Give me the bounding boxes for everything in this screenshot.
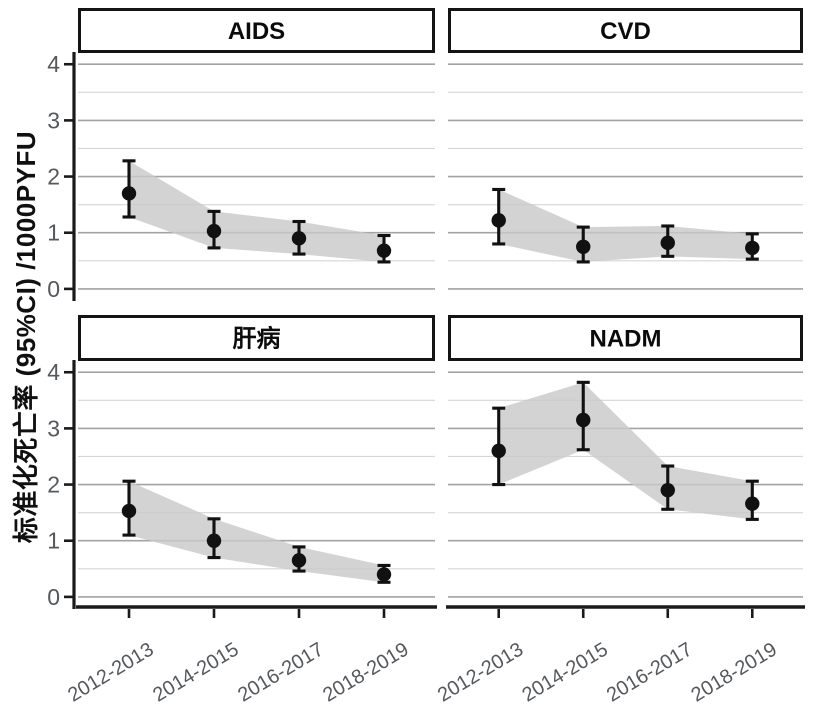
y-tick-label: 2: [47, 164, 60, 190]
ci-ribbon: [129, 481, 384, 583]
data-point: [660, 235, 675, 251]
x-tick-label: 2012-2013: [64, 638, 157, 706]
x-tick-label: 2018-2019: [319, 638, 412, 706]
facet-strip: [448, 8, 803, 53]
data-point: [376, 243, 392, 258]
x-tick-label: 2016-2017: [603, 638, 696, 706]
ci-ribbon: [498, 189, 753, 262]
facet-strip: [78, 315, 435, 361]
data-point: [660, 482, 675, 498]
x-tick-label: 2012-2013: [434, 638, 527, 706]
y-tick-label: 2: [47, 472, 60, 498]
y-tick-label: 0: [47, 584, 60, 610]
facet-strip-label: AIDS: [228, 18, 285, 45]
data-point: [745, 240, 760, 256]
y-tick-label: 1: [47, 220, 60, 246]
facet-strip-label: CVD: [600, 18, 651, 45]
data-point: [576, 412, 591, 428]
ci-ribbon: [498, 382, 753, 520]
data-point: [491, 213, 506, 228]
x-tick-label: 2018-2019: [688, 638, 781, 706]
x-tick-label: 2014-2015: [149, 638, 242, 706]
data-point: [745, 496, 760, 511]
facet-strip: [78, 8, 435, 53]
x-tick-label: 2014-2015: [518, 638, 611, 706]
y-tick-label: 1: [47, 528, 60, 554]
data-point: [576, 239, 591, 254]
data-point: [206, 533, 222, 548]
x-tick-label: 2016-2017: [234, 638, 327, 706]
data-point: [121, 503, 137, 519]
data-point: [291, 553, 307, 568]
facet-strip-label: 肝病: [233, 325, 281, 353]
facet-strip: [448, 315, 803, 361]
y-tick-label: 4: [47, 359, 60, 385]
data-point: [206, 223, 222, 239]
data-point: [491, 443, 506, 459]
data-point: [376, 567, 392, 582]
data-point: [121, 186, 137, 201]
y-tick-label: 0: [47, 276, 60, 302]
y-tick-label: 3: [47, 415, 60, 441]
y-tick-label: 4: [47, 51, 60, 77]
facet-strip-label: NADM: [590, 326, 662, 353]
data-point: [291, 231, 307, 246]
y-tick-label: 3: [47, 107, 60, 133]
ci-ribbon: [129, 160, 384, 262]
